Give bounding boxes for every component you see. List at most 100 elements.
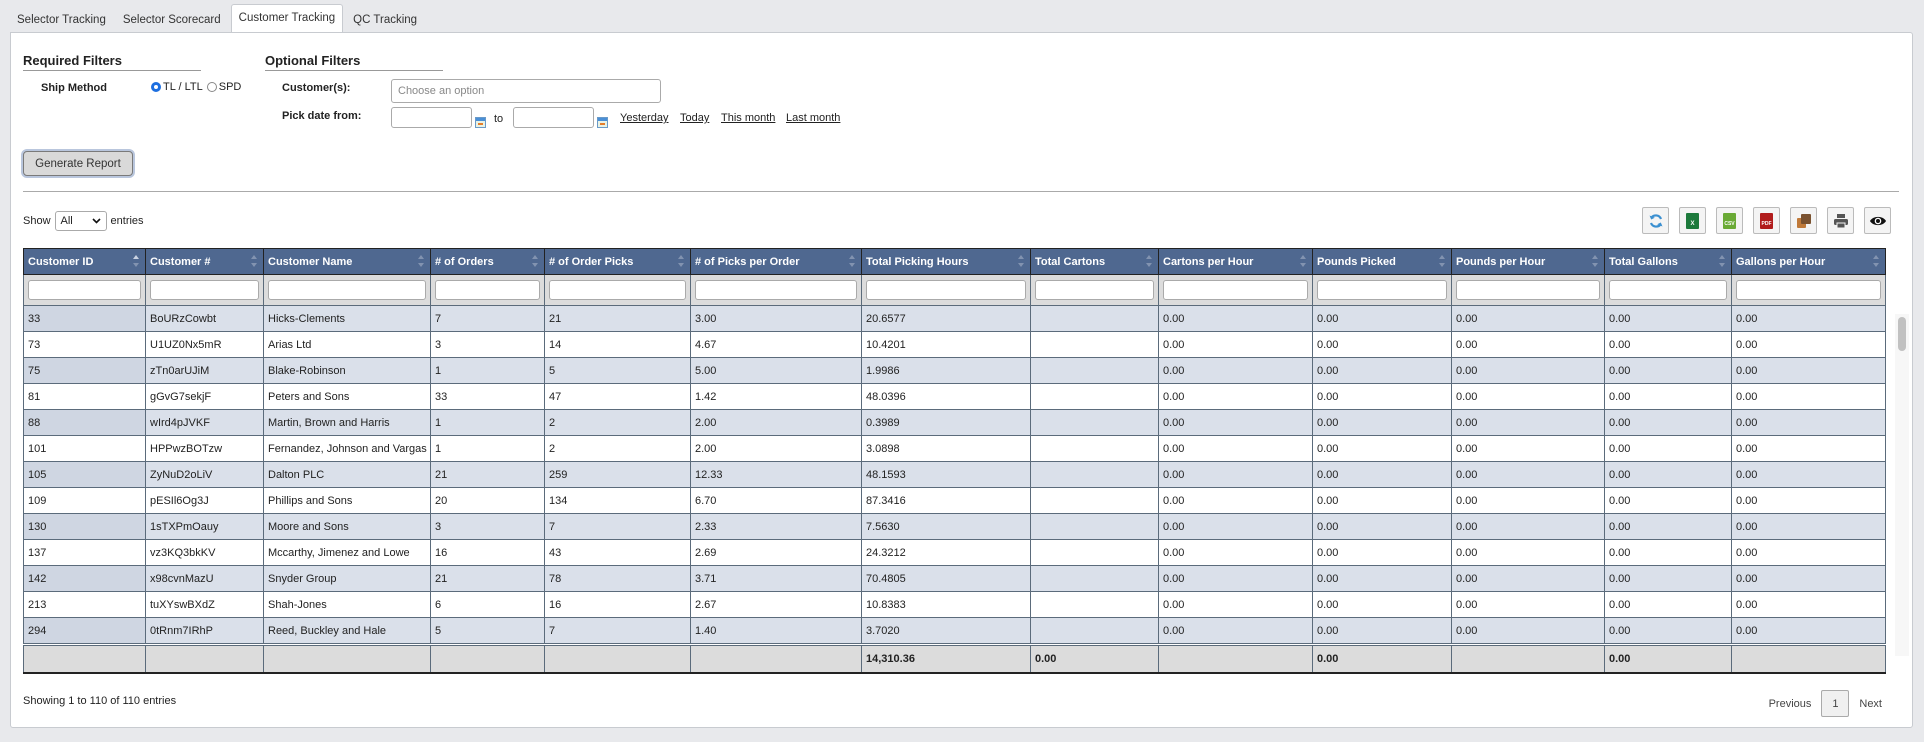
scrollbar-thumb[interactable] xyxy=(1898,317,1906,351)
column-header-total-picking-hours[interactable]: Total Picking Hours xyxy=(861,248,1031,275)
column-header-pounds-per-hour[interactable]: Pounds per Hour xyxy=(1451,248,1605,275)
table-vertical-scrollbar[interactable] xyxy=(1895,314,1909,656)
column-header-pounds-picked[interactable]: Pounds Picked xyxy=(1312,248,1452,275)
column-header-cartons-per-hour[interactable]: Cartons per Hour xyxy=(1158,248,1313,275)
customers-select-input[interactable]: Choose an option xyxy=(391,79,661,103)
tab-customer-tracking[interactable]: Customer Tracking xyxy=(230,4,344,32)
table-cell: tuXYswBXdZ xyxy=(145,591,264,618)
table-row[interactable]: 137 vz3KQ3bkKV Mccarthy, Jimenez and Lowe 1… xyxy=(23,539,1886,566)
table-row[interactable]: 33 BoURzCowbt Hicks-Clements 7 21 3.00 20.6577… xyxy=(23,305,1886,332)
table-cell: pESIl6Og3J xyxy=(145,487,264,514)
table-cell: 3.7020 xyxy=(861,617,1031,645)
table-cell: vz3KQ3bkKV xyxy=(145,539,264,566)
column-filter-cell xyxy=(1158,274,1313,306)
table-cell: 3.0898 xyxy=(861,435,1031,462)
table-cell: 0.00 xyxy=(1312,617,1452,645)
quick-link-last-month[interactable]: Last month xyxy=(786,112,841,124)
table-row[interactable]: 294 0tRnm7IRhP Reed, Buckley and Hale 5 7 1.4… xyxy=(23,617,1886,645)
table-cell: 0.00 xyxy=(1312,513,1452,540)
tab-selector-scorecard[interactable]: Selector Scorecard xyxy=(122,14,221,26)
column-filter-input[interactable] xyxy=(866,280,1026,300)
column-header-total-gallons[interactable]: Total Gallons xyxy=(1604,248,1732,275)
export-excel-button[interactable]: X xyxy=(1679,207,1706,234)
table-cell: 7 xyxy=(544,617,691,645)
generate-report-button[interactable]: Generate Report xyxy=(23,151,133,176)
column-filter-input[interactable] xyxy=(150,280,259,300)
table-row[interactable]: 142 x98cvnMazU Snyder Group 21 78 3.71 70.4805… xyxy=(23,565,1886,592)
table-row[interactable]: 101 HPPwzBOTzw Fernandez, Johnson and Varg… xyxy=(23,435,1886,462)
table-cell xyxy=(1030,591,1159,618)
export-pdf-button[interactable]: PDF xyxy=(1753,207,1780,234)
column-header-customer-number[interactable]: Customer # xyxy=(145,248,264,275)
column-visibility-button[interactable] xyxy=(1864,207,1891,234)
column-filter-input[interactable] xyxy=(695,280,857,300)
table-cell: 0.00 xyxy=(1158,383,1313,410)
table-row[interactable]: 73 U1UZ0Nx5mR Arias Ltd 3 14 4.67 10.4201 0.00 0… xyxy=(23,331,1886,358)
table-cell: 1sTXPmOauy xyxy=(145,513,264,540)
copy-icon xyxy=(1796,213,1811,228)
table-cell: 0.00 xyxy=(1312,487,1452,514)
quick-link-today[interactable]: Today xyxy=(680,112,710,124)
total-cell: 0.00 xyxy=(1030,643,1159,674)
column-filter-input[interactable] xyxy=(1163,280,1308,300)
sort-icon xyxy=(849,255,855,267)
column-header-customer-id[interactable]: Customer ID xyxy=(23,248,146,275)
table-cell: 1 xyxy=(430,357,545,384)
table-cell: 0.00 xyxy=(1451,331,1605,358)
table-row[interactable]: 109 pESIl6Og3J Phillips and Sons 20 134 6.70 8… xyxy=(23,487,1886,514)
column-header-orders[interactable]: # of Orders xyxy=(430,248,545,275)
table-cell: 0.00 xyxy=(1731,591,1886,618)
previous-page-button[interactable]: Previous xyxy=(1768,697,1812,710)
table-row[interactable]: 105 ZyNuD2oLiV Dalton PLC 21 259 12.33 48.1593… xyxy=(23,461,1886,488)
table-row[interactable]: 213 tuXYswBXdZ Shah-Jones 6 16 2.67 10.8383 0.0… xyxy=(23,591,1886,618)
table-cell: 4.67 xyxy=(690,331,862,358)
quick-link-yesterday[interactable]: Yesterday xyxy=(620,112,669,124)
next-page-button[interactable]: Next xyxy=(1859,697,1882,710)
table-row[interactable]: 88 wIrd4pJVKF Martin, Brown and Harris 1 2 2.… xyxy=(23,409,1886,436)
column-header-picks-per-order[interactable]: # of Picks per Order xyxy=(690,248,862,275)
table-cell: 0.00 xyxy=(1451,409,1605,436)
refresh-button[interactable] xyxy=(1642,207,1669,234)
column-header-total-cartons[interactable]: Total Cartons xyxy=(1030,248,1159,275)
column-filter-input[interactable] xyxy=(1736,280,1881,300)
table-cell: 16 xyxy=(430,539,545,566)
table-cell: 0.00 xyxy=(1451,487,1605,514)
column-filter-cell xyxy=(1451,274,1605,306)
table-cell: 294 xyxy=(23,617,146,645)
date-to-calendar-icon[interactable] xyxy=(597,117,608,128)
table-cell: Snyder Group xyxy=(263,565,431,592)
column-filter-input[interactable] xyxy=(1317,280,1447,300)
column-filter-input[interactable] xyxy=(1035,280,1154,300)
date-from-calendar-icon[interactable] xyxy=(475,117,486,128)
column-header-customer-name[interactable]: Customer Name xyxy=(263,248,431,275)
date-to-input[interactable] xyxy=(513,107,594,128)
table-row[interactable]: 130 1sTXPmOauy Moore and Sons 3 7 2.33 7.5630 0… xyxy=(23,513,1886,540)
page-length-select[interactable]: All xyxy=(54,211,107,231)
column-filter-input[interactable] xyxy=(1456,280,1600,300)
ship-method-tl-ltl-radio[interactable] xyxy=(151,82,161,92)
column-filter-input[interactable] xyxy=(549,280,686,300)
table-cell: 0.00 xyxy=(1312,539,1452,566)
table-cell: 48.1593 xyxy=(861,461,1031,488)
table-cell: 0.00 xyxy=(1604,383,1732,410)
table-cell: 0.00 xyxy=(1451,305,1605,332)
copy-button[interactable] xyxy=(1790,207,1817,234)
column-filter-input[interactable] xyxy=(268,280,426,300)
table-row[interactable]: 75 zTn0arUJiM Blake-Robinson 1 5 5.00 1.9986 0.… xyxy=(23,357,1886,384)
column-filter-input[interactable] xyxy=(1609,280,1727,300)
column-header-order-picks[interactable]: # of Order Picks xyxy=(544,248,691,275)
column-filter-input[interactable] xyxy=(28,280,141,300)
column-filter-cell xyxy=(544,274,691,306)
tab-selector-tracking[interactable]: Selector Tracking xyxy=(17,14,106,26)
date-from-input[interactable] xyxy=(391,107,472,128)
export-csv-button[interactable]: CSV xyxy=(1716,207,1743,234)
column-filter-input[interactable] xyxy=(435,280,540,300)
print-button[interactable] xyxy=(1827,207,1854,234)
ship-method-spd-radio[interactable] xyxy=(206,82,217,92)
column-header-gallons-per-hour[interactable]: Gallons per Hour xyxy=(1731,248,1886,275)
table-cell: 43 xyxy=(544,539,691,566)
table-row[interactable]: 81 gGvG7sekjF Peters and Sons 33 47 1.42 48.03… xyxy=(23,383,1886,410)
tab-qc-tracking[interactable]: QC Tracking xyxy=(353,14,418,26)
page-1-button[interactable]: 1 xyxy=(1821,690,1850,717)
quick-link-this-month[interactable]: This month xyxy=(721,112,776,124)
